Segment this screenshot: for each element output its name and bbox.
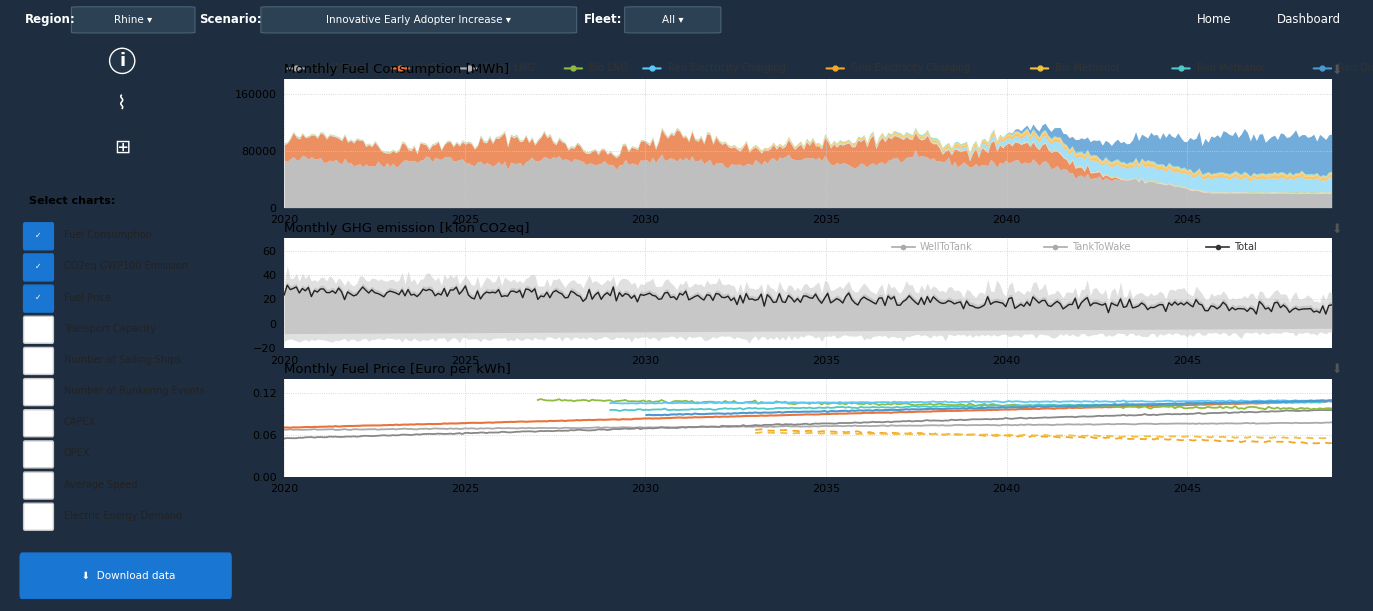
Text: Average Speed: Average Speed bbox=[63, 480, 137, 489]
Text: HVO: HVO bbox=[416, 64, 438, 73]
Text: ✓: ✓ bbox=[36, 262, 41, 271]
Text: i: i bbox=[119, 52, 125, 70]
Text: ⬇: ⬇ bbox=[1332, 363, 1343, 376]
Text: Scenario:: Scenario: bbox=[199, 13, 262, 26]
Text: Transport Capacity: Transport Capacity bbox=[63, 324, 155, 334]
Text: Dashboard: Dashboard bbox=[1277, 13, 1341, 26]
FancyBboxPatch shape bbox=[23, 441, 54, 468]
Text: ⬇  Download data: ⬇ Download data bbox=[76, 571, 176, 581]
Text: Monthly Fuel Price [Euro per kWh]: Monthly Fuel Price [Euro per kWh] bbox=[284, 363, 511, 376]
Text: ⌇: ⌇ bbox=[118, 94, 126, 114]
Text: WellToTank: WellToTank bbox=[920, 242, 973, 252]
FancyBboxPatch shape bbox=[23, 472, 54, 499]
Text: Ren Diesel: Ren Diesel bbox=[1339, 64, 1373, 73]
Text: Innovative Early Adopter Increase ▾: Innovative Early Adopter Increase ▾ bbox=[327, 15, 511, 25]
Text: Region:: Region: bbox=[25, 13, 76, 26]
Text: Fuel Price: Fuel Price bbox=[63, 293, 111, 302]
Text: ⬇: ⬇ bbox=[1332, 64, 1343, 76]
FancyBboxPatch shape bbox=[71, 7, 195, 33]
Text: Grid Electricity Charging: Grid Electricity Charging bbox=[851, 64, 971, 73]
Text: Select charts:: Select charts: bbox=[29, 196, 115, 206]
FancyBboxPatch shape bbox=[23, 285, 54, 312]
FancyBboxPatch shape bbox=[23, 223, 54, 250]
Text: Fossil Diesel: Fossil Diesel bbox=[312, 64, 372, 73]
FancyBboxPatch shape bbox=[23, 410, 54, 437]
Text: ⊞: ⊞ bbox=[114, 137, 130, 156]
Text: Total: Total bbox=[1234, 242, 1258, 252]
FancyBboxPatch shape bbox=[21, 553, 231, 599]
Text: Fossil LNG: Fossil LNG bbox=[485, 64, 534, 73]
Text: Fuel Consumption: Fuel Consumption bbox=[63, 230, 152, 240]
FancyBboxPatch shape bbox=[23, 316, 54, 343]
Text: Bio Methanol: Bio Methanol bbox=[1056, 64, 1119, 73]
Text: ✓: ✓ bbox=[36, 231, 41, 240]
Text: Electric Energy Demand: Electric Energy Demand bbox=[63, 511, 181, 521]
Text: OPEX: OPEX bbox=[63, 448, 91, 458]
Text: TankToWake: TankToWake bbox=[1072, 242, 1130, 252]
Text: Bio LNG: Bio LNG bbox=[589, 64, 627, 73]
Text: Number of Bunkering Events: Number of Bunkering Events bbox=[63, 386, 205, 396]
FancyBboxPatch shape bbox=[625, 7, 721, 33]
FancyBboxPatch shape bbox=[23, 379, 54, 406]
Text: Ren Electricity Charging: Ren Electricity Charging bbox=[667, 64, 785, 73]
Text: All ▾: All ▾ bbox=[662, 15, 684, 25]
Text: Monthly GHG emission [kTon CO2eq]: Monthly GHG emission [kTon CO2eq] bbox=[284, 222, 530, 235]
FancyBboxPatch shape bbox=[23, 348, 54, 375]
Text: Fleet:: Fleet: bbox=[584, 13, 622, 26]
FancyBboxPatch shape bbox=[261, 7, 577, 33]
FancyBboxPatch shape bbox=[23, 503, 54, 530]
FancyBboxPatch shape bbox=[23, 254, 54, 281]
Text: ⬇: ⬇ bbox=[1332, 222, 1343, 235]
Text: Ren Methanol: Ren Methanol bbox=[1197, 64, 1265, 73]
Text: Rhine ▾: Rhine ▾ bbox=[114, 15, 152, 25]
Text: CO2eq GWP100 Emission: CO2eq GWP100 Emission bbox=[63, 262, 188, 271]
Text: Number of Sailing Ships: Number of Sailing Ships bbox=[63, 355, 181, 365]
Text: ✓: ✓ bbox=[36, 293, 41, 302]
Text: CAPEX: CAPEX bbox=[63, 417, 96, 427]
Text: Monthly Fuel Consumption [MWh]: Monthly Fuel Consumption [MWh] bbox=[284, 64, 509, 76]
Text: Home: Home bbox=[1197, 13, 1232, 26]
